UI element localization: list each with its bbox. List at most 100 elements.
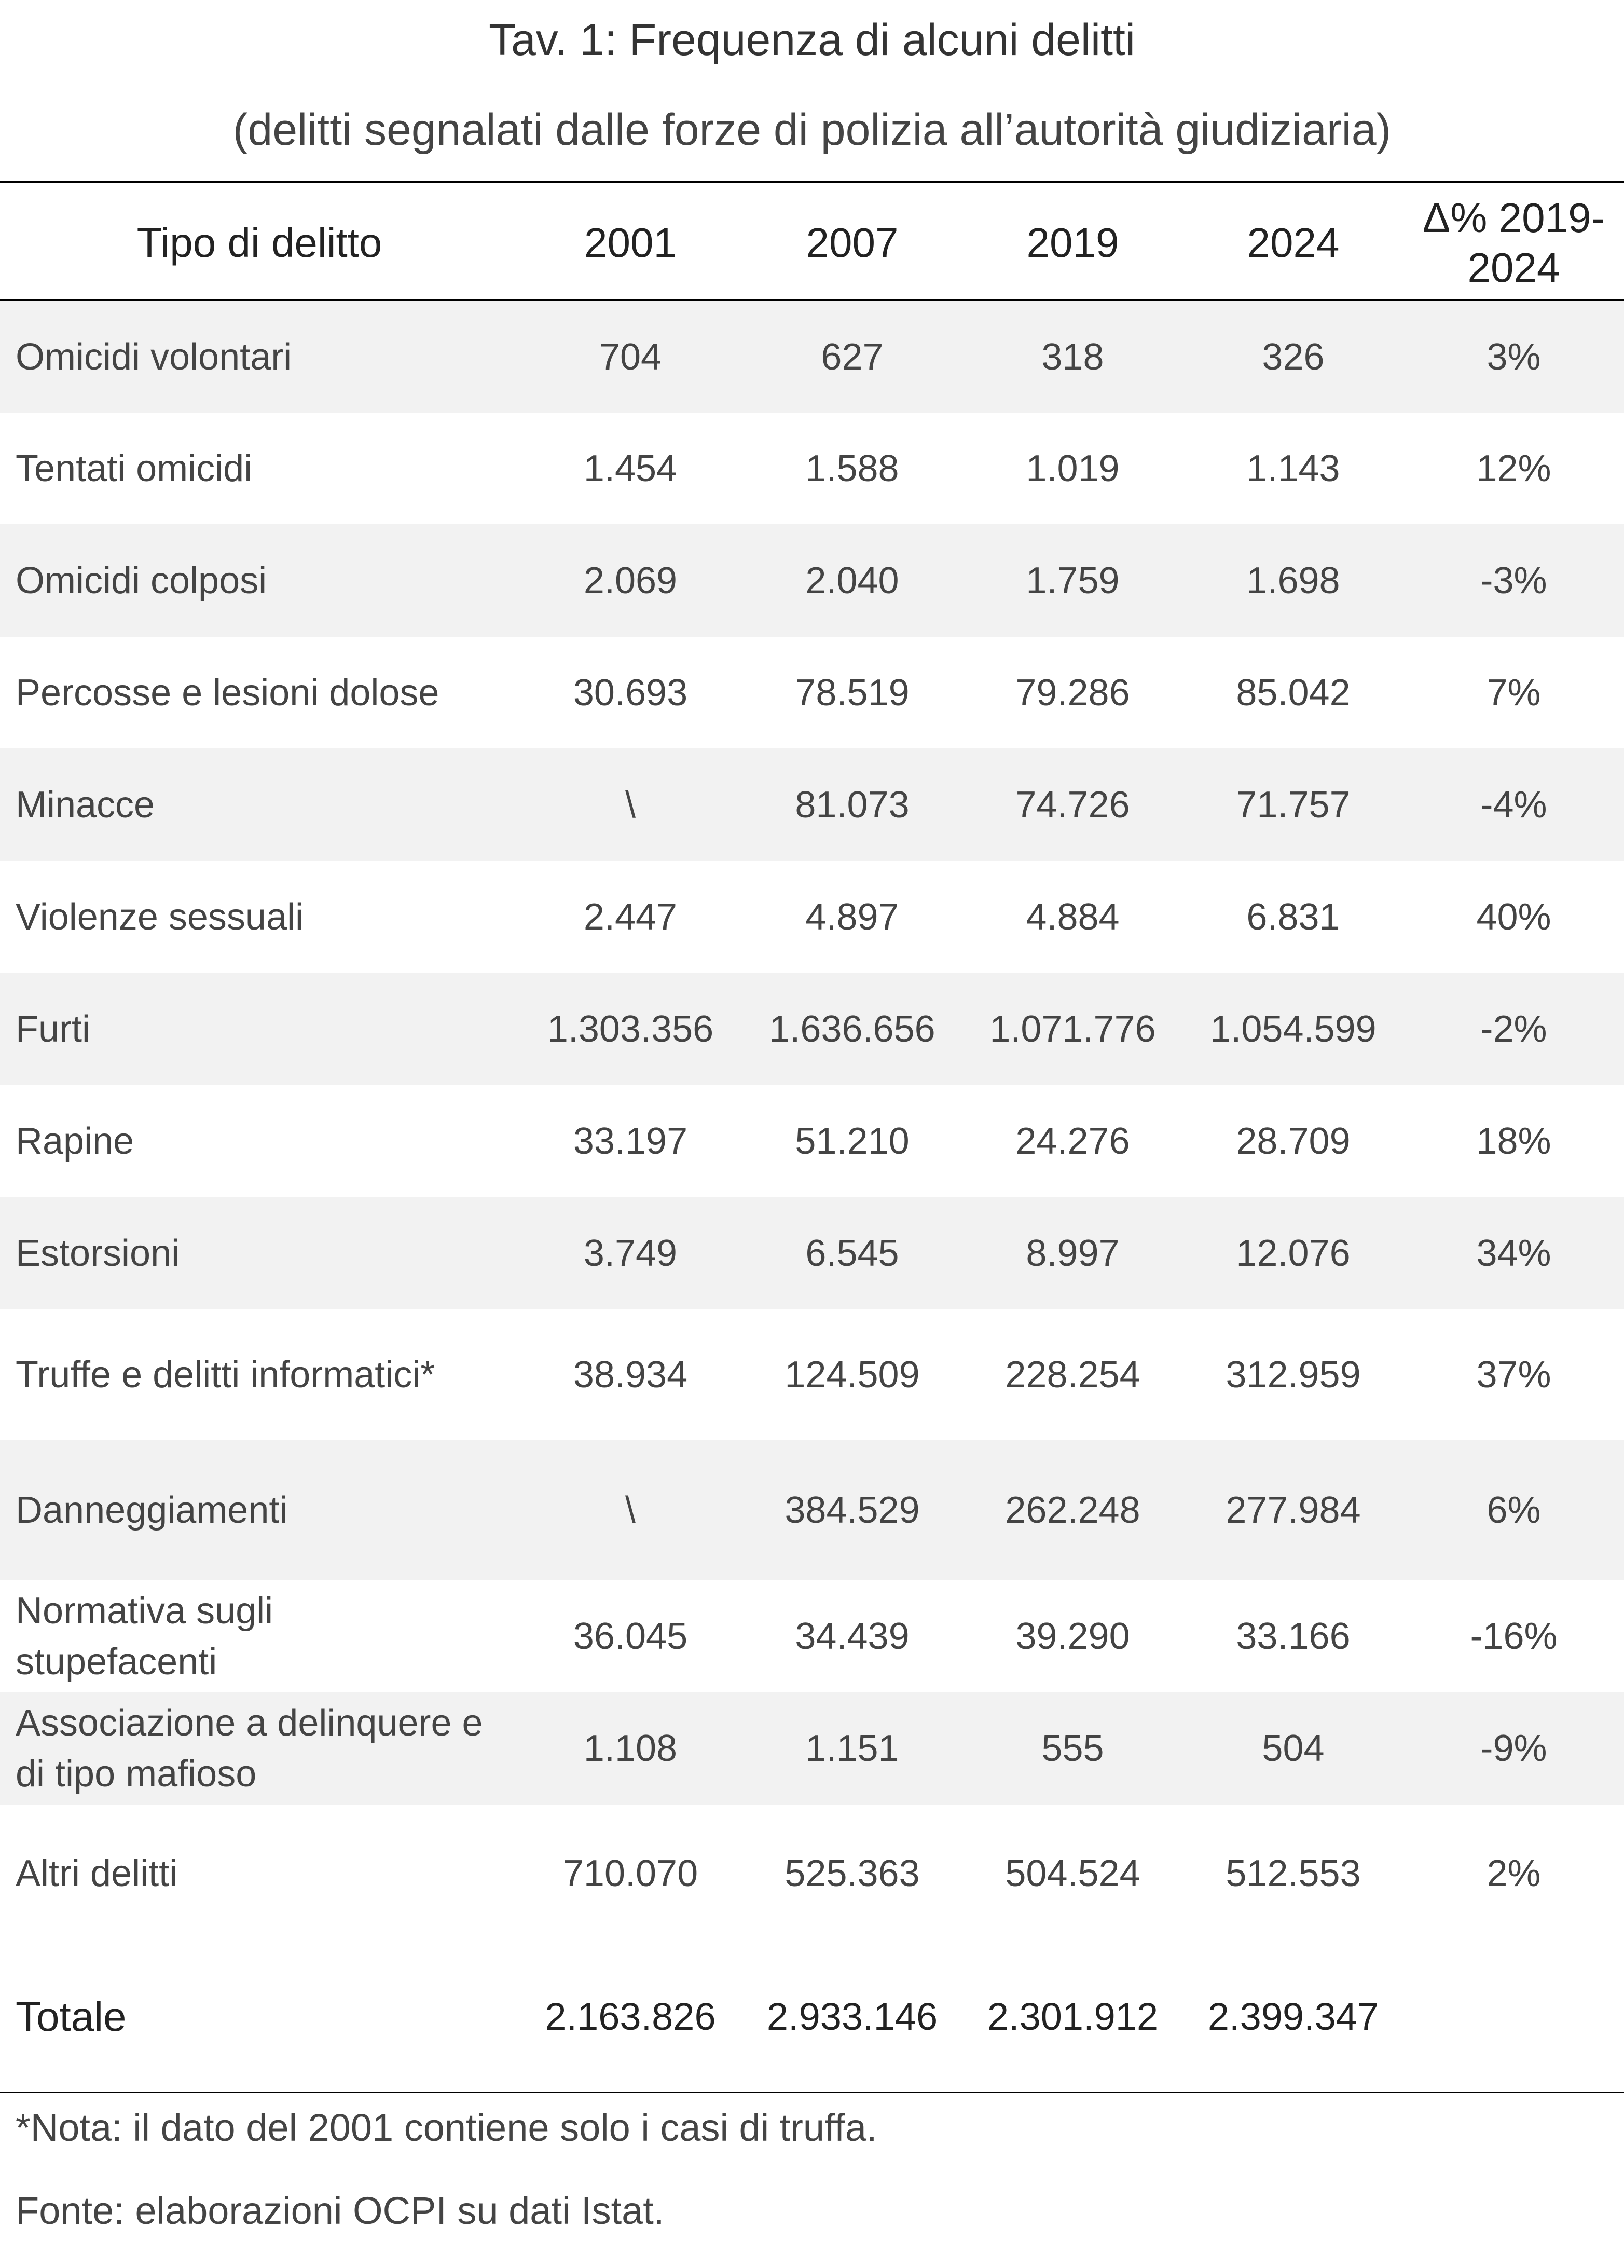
cell-delta: 18% [1476,1121,1551,1162]
cell-v2024: 312.959 [1226,1354,1361,1396]
header-2024: 2024 [1247,219,1340,266]
cell-delta: 3% [1487,336,1541,378]
header-delta: Δ% 2019- 2024 [1422,194,1605,291]
cell-v2007: 1.151 [805,1727,899,1769]
cell-v2024: 1.054.599 [1210,1008,1377,1050]
total-v2024: 2.399.347 [1207,1995,1379,2038]
row-label: Tentati omicidi [16,447,253,489]
table-row: Truffe e delitti informatici* 38.934 124.5… [0,1309,1624,1440]
cell-delta: 6% [1487,1490,1541,1531]
table-row: Minacce \ 81.073 74.726 71.757 -4% [0,748,1624,861]
cell-v2019: 228.254 [1005,1354,1140,1396]
cell-delta: -9% [1480,1727,1547,1769]
cell-v2019: 74.726 [1015,784,1130,826]
cell-v2007: 627 [821,336,884,378]
cell-v2019: 555 [1041,1727,1104,1769]
row-label: Normativa sugli stupefacenti [16,1590,273,1683]
cell-v2024: 1.698 [1246,559,1340,602]
table-title: Tav. 1: Frequenza di alcuni delitti [488,15,1136,65]
cell-v2019: 1.019 [1026,447,1120,489]
total-v2019: 2.301.912 [987,1995,1159,2038]
top-rule [0,181,1624,183]
cell-v2007: 51.210 [795,1121,910,1162]
row-label: Associazione a delinquere e di tipo mafi… [16,1702,483,1795]
cell-v2024: 1.143 [1246,447,1340,489]
cell-v2001: 1.108 [583,1727,678,1769]
cell-delta: -3% [1480,559,1547,602]
table-row: Danneggiamenti \ 384.529 262.248 277.984 6% [0,1440,1624,1580]
cell-v2024: 504 [1262,1727,1325,1769]
cell-v2001: 33.197 [573,1121,688,1162]
cell-v2001: 3.749 [583,1233,678,1274]
header-2007: 2007 [806,219,899,266]
cell-delta: 12% [1476,447,1551,489]
cell-v2024: 12.076 [1236,1233,1351,1274]
cell-v2001: 2.447 [583,896,678,938]
cell-v2024: 71.757 [1236,784,1351,826]
cell-v2019: 262.248 [1005,1490,1140,1531]
cell-v2019: 79.286 [1015,672,1130,714]
cell-v2024: 33.166 [1236,1615,1351,1657]
row-label: Altri delitti [16,1852,178,1894]
cell-v2001: \ [625,784,636,826]
bottom-rule [0,2092,1624,2093]
cell-v2024: 277.984 [1226,1490,1361,1531]
cell-delta: 7% [1487,672,1541,714]
cell-v2024: 512.553 [1226,1852,1361,1894]
cell-v2019: 4.884 [1026,896,1120,938]
source-note: Fonte: elaborazioni OCPI su dati Istat. [16,2189,665,2232]
cell-delta: 34% [1476,1233,1551,1274]
cell-v2001: 1.303.356 [547,1008,714,1050]
cell-v2019: 1.759 [1026,559,1120,602]
cell-v2007: 34.439 [795,1615,910,1657]
cell-v2019: 504.524 [1005,1852,1140,1894]
cell-delta: -4% [1480,784,1547,826]
cell-v2007: 1.636.656 [769,1008,935,1050]
row-label: Percosse e lesioni dolose [16,672,439,714]
table-row: Altri delitti 710.070 525.363 504.524 512.55… [0,1805,1624,1942]
total-v2007: 2.933.146 [766,1995,938,2038]
cell-v2001: \ [625,1490,636,1531]
cell-delta: -2% [1480,1008,1547,1050]
cell-v2007: 78.519 [795,672,910,714]
table-row: Rapine 33.197 51.210 24.276 28.709 18% [0,1085,1624,1197]
table-row: Furti 1.303.356 1.636.656 1.071.776 1.054.59… [0,973,1624,1085]
table-row: Normativa sugli stupefacenti 36.045 34.439… [0,1580,1624,1692]
cell-v2019: 8.997 [1026,1233,1120,1274]
cell-v2001: 30.693 [573,672,688,714]
cell-v2007: 4.897 [805,896,899,938]
header-tipo-delitto: Tipo di delitto [136,219,382,266]
total-delta [1403,1942,1624,2092]
cell-v2024: 28.709 [1236,1121,1351,1162]
table-row: Percosse e lesioni dolose 30.693 78.519 79.… [0,637,1624,748]
table-row: Omicidi volontari 704 627 318 326 3% [0,301,1624,413]
cell-delta: 2% [1487,1852,1541,1894]
row-label: Omicidi volontari [16,336,292,378]
cell-v2007: 1.588 [805,447,899,489]
cell-v2019: 39.290 [1015,1615,1130,1657]
cell-v2019: 318 [1041,336,1104,378]
cell-v2019: 24.276 [1015,1121,1130,1162]
cell-v2001: 2.069 [583,559,678,602]
row-label: Violenze sessuali [16,896,304,938]
total-v2001: 2.163.826 [545,1995,716,2038]
row-label: Rapine [16,1121,134,1162]
cell-v2024: 85.042 [1236,672,1351,714]
footnote: *Nota: il dato del 2001 contiene solo i … [16,2106,877,2149]
cell-delta: -16% [1470,1615,1558,1657]
cell-v2019: 1.071.776 [989,1008,1156,1050]
cell-v2007: 525.363 [785,1852,920,1894]
header-2019: 2019 [1026,219,1119,266]
row-label: Omicidi colposi [16,559,267,602]
table-row: Tentati omicidi 1.454 1.588 1.019 1.143 12% [0,413,1624,524]
cell-v2007: 2.040 [805,559,899,602]
cell-v2007: 6.545 [805,1233,899,1274]
header-rule [0,299,1624,302]
cell-v2007: 81.073 [795,784,910,826]
cell-v2001: 704 [599,336,662,378]
table-row: Estorsioni 3.749 6.545 8.997 12.076 34% [0,1197,1624,1309]
cell-v2001: 710.070 [562,1852,698,1894]
row-label: Danneggiamenti [16,1490,288,1531]
cell-v2007: 124.509 [785,1354,920,1396]
total-row: Totale 2.163.826 2.933.146 2.301.912 2.399.3… [0,1942,1624,2092]
